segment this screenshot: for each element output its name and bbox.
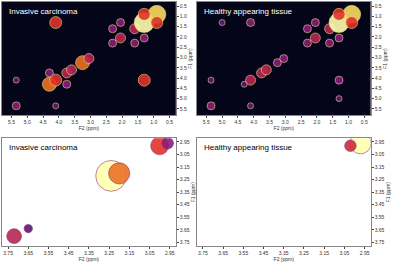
svg-text:1.5: 1.5 bbox=[134, 119, 141, 125]
svg-text:2.0: 2.0 bbox=[180, 34, 187, 40]
svg-text:3.25: 3.25 bbox=[180, 176, 190, 182]
svg-text:3.65: 3.65 bbox=[23, 250, 33, 256]
svg-text:4.0: 4.0 bbox=[250, 119, 257, 125]
svg-text:3.75: 3.75 bbox=[375, 239, 385, 245]
svg-text:4.5: 4.5 bbox=[180, 85, 187, 91]
svg-text:2.0: 2.0 bbox=[119, 119, 126, 125]
svg-text:Invasive carcinoma: Invasive carcinoma bbox=[9, 143, 78, 152]
svg-text:3.55: 3.55 bbox=[180, 214, 190, 220]
svg-text:5.5: 5.5 bbox=[203, 119, 210, 125]
svg-text:3.15: 3.15 bbox=[124, 250, 134, 256]
svg-text:3.25: 3.25 bbox=[299, 250, 309, 256]
svg-text:3.75: 3.75 bbox=[180, 239, 190, 245]
svg-text:3.65: 3.65 bbox=[180, 227, 190, 233]
svg-text:3.05: 3.05 bbox=[180, 151, 190, 157]
svg-text:3.0: 3.0 bbox=[282, 119, 289, 125]
svg-text:3.65: 3.65 bbox=[375, 227, 385, 233]
svg-text:3.45: 3.45 bbox=[180, 201, 190, 207]
svg-text:2.95: 2.95 bbox=[165, 250, 175, 256]
svg-text:F2 (ppm): F2 (ppm) bbox=[274, 125, 295, 131]
svg-text:3.75: 3.75 bbox=[198, 250, 208, 256]
svg-text:5.5: 5.5 bbox=[375, 106, 382, 112]
svg-text:3.55: 3.55 bbox=[375, 214, 385, 220]
svg-text:3.45: 3.45 bbox=[259, 250, 269, 256]
svg-text:3.05: 3.05 bbox=[375, 151, 385, 157]
svg-text:3.35: 3.35 bbox=[180, 189, 190, 195]
svg-text:5.0: 5.0 bbox=[375, 95, 382, 101]
svg-text:3.45: 3.45 bbox=[64, 250, 74, 256]
svg-text:2.5: 2.5 bbox=[375, 44, 382, 50]
svg-text:3.15: 3.15 bbox=[180, 164, 190, 170]
svg-text:3.35: 3.35 bbox=[279, 250, 289, 256]
svg-text:1.0: 1.0 bbox=[375, 13, 382, 19]
svg-text:F2 (ppm): F2 (ppm) bbox=[274, 256, 295, 262]
svg-text:3.55: 3.55 bbox=[238, 250, 248, 256]
svg-text:3.35: 3.35 bbox=[84, 250, 94, 256]
svg-text:F1 (ppm): F1 (ppm) bbox=[385, 182, 391, 203]
svg-text:3.35: 3.35 bbox=[375, 189, 385, 195]
svg-text:4.5: 4.5 bbox=[40, 119, 47, 125]
svg-text:1.0: 1.0 bbox=[180, 13, 187, 19]
svg-text:3.55: 3.55 bbox=[44, 250, 54, 256]
svg-text:F2 (ppm): F2 (ppm) bbox=[79, 256, 100, 262]
svg-text:4.5: 4.5 bbox=[234, 119, 241, 125]
svg-text:2.5: 2.5 bbox=[180, 44, 187, 50]
svg-text:4.0: 4.0 bbox=[55, 119, 62, 125]
svg-text:3.65: 3.65 bbox=[218, 250, 228, 256]
svg-text:F1 (ppm): F1 (ppm) bbox=[382, 48, 388, 69]
svg-text:2.95: 2.95 bbox=[375, 139, 385, 145]
svg-text:0.5: 0.5 bbox=[166, 119, 173, 125]
svg-text:F1 (ppm): F1 (ppm) bbox=[187, 48, 193, 69]
svg-text:3.0: 3.0 bbox=[375, 54, 382, 60]
svg-text:2.0: 2.0 bbox=[313, 119, 320, 125]
svg-text:0.5: 0.5 bbox=[361, 119, 368, 125]
svg-text:3.25: 3.25 bbox=[375, 176, 385, 182]
svg-text:3.25: 3.25 bbox=[104, 250, 114, 256]
svg-text:1.5: 1.5 bbox=[375, 23, 382, 29]
svg-text:3.05: 3.05 bbox=[145, 250, 155, 256]
svg-text:F1 (ppm): F1 (ppm) bbox=[190, 182, 196, 203]
svg-text:Invasive carcinoma: Invasive carcinoma bbox=[9, 7, 78, 16]
svg-text:2.5: 2.5 bbox=[298, 119, 305, 125]
svg-text:2.5: 2.5 bbox=[103, 119, 110, 125]
svg-text:0.5: 0.5 bbox=[375, 3, 382, 9]
svg-text:3.05: 3.05 bbox=[339, 250, 349, 256]
svg-text:2.95: 2.95 bbox=[360, 250, 370, 256]
svg-text:5.0: 5.0 bbox=[24, 119, 31, 125]
svg-text:3.5: 3.5 bbox=[180, 65, 187, 71]
svg-text:4.5: 4.5 bbox=[375, 85, 382, 91]
svg-text:1.5: 1.5 bbox=[329, 119, 336, 125]
svg-text:2.0: 2.0 bbox=[375, 34, 382, 40]
svg-text:Healthy appearing tissue: Healthy appearing tissue bbox=[204, 7, 293, 16]
svg-text:F2 (ppm): F2 (ppm) bbox=[79, 125, 100, 131]
svg-text:3.45: 3.45 bbox=[375, 201, 385, 207]
svg-text:1.0: 1.0 bbox=[150, 119, 157, 125]
svg-text:5.0: 5.0 bbox=[219, 119, 226, 125]
svg-text:3.15: 3.15 bbox=[375, 164, 385, 170]
svg-text:3.0: 3.0 bbox=[180, 54, 187, 60]
svg-text:5.0: 5.0 bbox=[180, 95, 187, 101]
svg-text:3.15: 3.15 bbox=[319, 250, 329, 256]
svg-text:4.0: 4.0 bbox=[375, 75, 382, 81]
svg-text:5.5: 5.5 bbox=[8, 119, 15, 125]
svg-text:5.5: 5.5 bbox=[180, 106, 187, 112]
svg-text:1.5: 1.5 bbox=[180, 23, 187, 29]
svg-text:3.5: 3.5 bbox=[71, 119, 78, 125]
svg-text:1.0: 1.0 bbox=[345, 119, 352, 125]
svg-text:3.5: 3.5 bbox=[266, 119, 273, 125]
svg-text:Healthy appearing tissue: Healthy appearing tissue bbox=[204, 143, 293, 152]
svg-text:3.5: 3.5 bbox=[375, 65, 382, 71]
svg-text:2.95: 2.95 bbox=[180, 139, 190, 145]
svg-text:3.75: 3.75 bbox=[3, 250, 13, 256]
svg-text:0.5: 0.5 bbox=[180, 3, 187, 9]
svg-text:4.0: 4.0 bbox=[180, 75, 187, 81]
svg-text:3.0: 3.0 bbox=[87, 119, 94, 125]
